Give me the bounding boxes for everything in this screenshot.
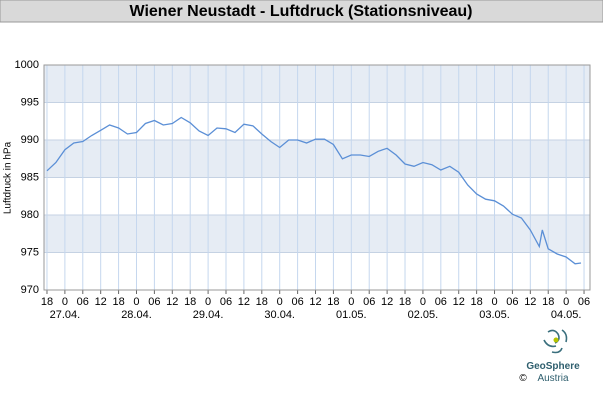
x-tick-label: 06: [506, 296, 518, 308]
band: [44, 140, 590, 178]
x-tick-label: 0: [348, 296, 354, 308]
x-tick-label: 0: [205, 296, 211, 308]
logo: GeoSphere Austria ©: [519, 329, 580, 384]
x-tick-label: 06: [148, 296, 160, 308]
x-tick-label: 12: [238, 296, 250, 308]
x-tick-label: 06: [363, 296, 375, 308]
x-tick-label: 18: [112, 296, 124, 308]
day-label: 28.04.: [121, 309, 152, 321]
day-label: 27.04.: [50, 309, 81, 321]
y-tick-label: 975: [21, 246, 39, 258]
x-tick-label: 0: [420, 296, 426, 308]
band: [44, 102, 590, 140]
day-label: 29.04.: [193, 309, 224, 321]
x-tick-label: 18: [327, 296, 339, 308]
x-tick-label: 12: [381, 296, 393, 308]
chart-title: Wiener Neustadt - Luftdruck (Stationsniv…: [130, 3, 473, 20]
title-bar: [0, 0, 603, 23]
y-tick-label: 990: [21, 134, 39, 146]
x-tick-label: 06: [77, 296, 89, 308]
day-label: 04.05.: [551, 309, 582, 321]
x-tick-label: 18: [399, 296, 411, 308]
x-tick-label: 0: [491, 296, 497, 308]
logo-sub: Austria: [537, 373, 569, 384]
x-tick-label: 06: [578, 296, 590, 308]
x-tick-label: 18: [41, 296, 53, 308]
x-tick-label: 18: [184, 296, 196, 308]
y-tick-label: 985: [21, 171, 39, 183]
y-tick-label: 1000: [15, 59, 39, 71]
band: [44, 215, 590, 253]
day-label: 01.05.: [336, 309, 367, 321]
x-tick-label: 0: [62, 296, 68, 308]
copyright: ©: [519, 373, 527, 384]
x-tick-label: 06: [435, 296, 447, 308]
day-label: 03.05.: [479, 309, 510, 321]
x-tick-label: 12: [95, 296, 107, 308]
x-tick-label: 12: [309, 296, 321, 308]
day-label: 30.04.: [264, 309, 295, 321]
line: [46, 116, 582, 265]
x-tick-label: 0: [277, 296, 283, 308]
x-tick-label: 06: [291, 296, 303, 308]
y-tick-label: 980: [21, 209, 39, 221]
logo-name: GeoSphere: [526, 361, 580, 372]
x-tick-label: 18: [542, 296, 554, 308]
band: [44, 177, 590, 215]
x-tick-label: 12: [453, 296, 465, 308]
x-tick-label: 0: [133, 296, 139, 308]
plot-frame: [43, 64, 591, 291]
day-label: 02.05.: [408, 309, 439, 321]
band: [44, 252, 590, 290]
y-axis-label: Luftdruck in hPa: [3, 141, 14, 214]
x-tick-label: 06: [220, 296, 232, 308]
x-tick-label: 18: [470, 296, 482, 308]
band: [44, 65, 590, 103]
x-tick-label: 18: [256, 296, 268, 308]
x-tick-label: 0: [563, 296, 569, 308]
x-tick-label: 12: [166, 296, 178, 308]
y-tick-label: 970: [21, 284, 39, 296]
y-tick-label: 995: [21, 96, 39, 108]
x-tick-label: 12: [524, 296, 536, 308]
